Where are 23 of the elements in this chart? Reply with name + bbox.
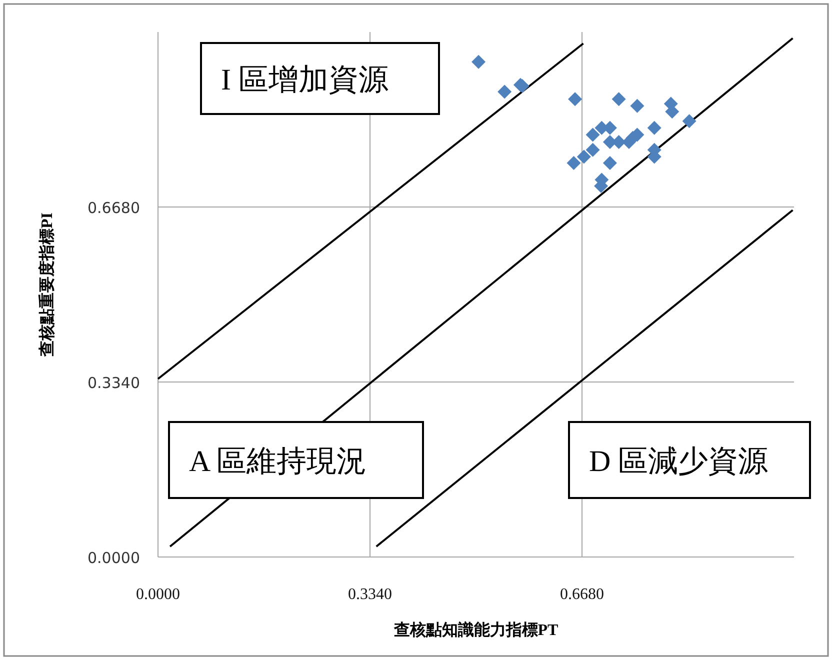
annotation: D 區減少資源 — [589, 445, 768, 478]
point — [682, 114, 696, 128]
y-axis-title: 查核點重要度指標PI — [37, 212, 56, 358]
point — [576, 150, 591, 164]
point — [566, 156, 581, 170]
x-tick-label: 0.6680 — [560, 586, 604, 603]
point — [498, 84, 512, 99]
point — [472, 54, 486, 69]
point — [568, 92, 582, 106]
x-tick-label: 0.0000 — [136, 586, 180, 603]
x-tick-label: 0.3340 — [348, 586, 392, 603]
y-tick-label: 0.0000 — [88, 549, 140, 567]
point — [602, 156, 617, 170]
point — [612, 92, 626, 106]
point — [630, 98, 644, 113]
y-tick-label: 0.3340 — [88, 374, 140, 392]
point — [647, 120, 662, 135]
annotation: A 區維持現況 — [189, 445, 367, 478]
point — [586, 128, 600, 142]
y-tick-label: 0.6680 — [88, 199, 140, 217]
x-axis-title: 查核點知識能力指標PT — [392, 621, 559, 639]
point — [586, 142, 600, 157]
annotation: I 區增加資源 — [221, 64, 388, 96]
